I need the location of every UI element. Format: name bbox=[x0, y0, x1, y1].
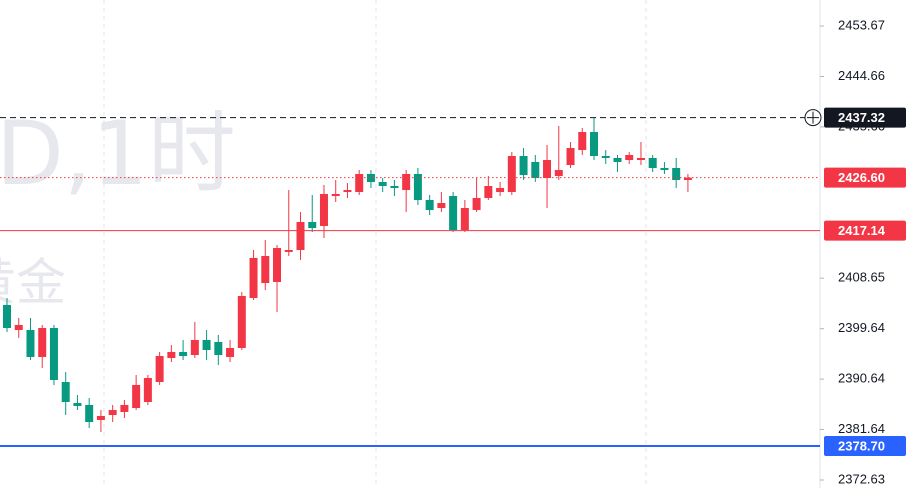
crosshair-icon bbox=[807, 111, 819, 124]
watermark-name: 黄金 bbox=[0, 254, 66, 312]
candle-body bbox=[26, 330, 35, 357]
candle-body bbox=[155, 356, 164, 383]
y-tick-label: 2399.64 bbox=[838, 320, 885, 335]
candle-body bbox=[472, 197, 481, 211]
price-badge bbox=[824, 167, 906, 188]
candle-body bbox=[308, 222, 317, 229]
candle-body bbox=[566, 148, 575, 165]
candle-body bbox=[378, 182, 387, 186]
candle-body bbox=[296, 222, 305, 251]
candle-body bbox=[120, 404, 129, 412]
watermark-symbol: D,1时 bbox=[0, 102, 236, 205]
price-badge-label: 2437.32 bbox=[838, 110, 885, 125]
y-tick-label: 2444.66 bbox=[838, 68, 885, 83]
candle-body bbox=[261, 256, 270, 284]
y-tick-label: 2372.63 bbox=[838, 471, 885, 486]
candle-body bbox=[543, 159, 552, 178]
candle-body bbox=[437, 203, 446, 209]
candle-body bbox=[319, 194, 328, 226]
candle-body bbox=[14, 324, 23, 331]
candle-body bbox=[143, 377, 152, 403]
candle-body bbox=[202, 339, 211, 351]
candle-body bbox=[214, 342, 223, 356]
candle-body bbox=[343, 190, 352, 192]
candle-body bbox=[331, 194, 340, 197]
price-badge bbox=[824, 220, 906, 241]
candle-body bbox=[554, 170, 563, 177]
candle-body bbox=[284, 250, 293, 252]
candle-body bbox=[390, 185, 399, 189]
candle-body bbox=[578, 131, 587, 151]
candle-body bbox=[38, 328, 47, 357]
candle-body bbox=[179, 351, 188, 357]
candle-body bbox=[601, 156, 610, 158]
candle-body bbox=[273, 248, 282, 283]
y-tick-label: 2390.64 bbox=[838, 371, 885, 386]
price-badge-label: 2417.14 bbox=[838, 223, 886, 238]
time-grid bbox=[103, 0, 647, 488]
candle-body bbox=[3, 304, 11, 329]
y-tick-label: 2381.64 bbox=[838, 421, 885, 436]
candle-body bbox=[425, 199, 434, 211]
price-badge-label: 2426.60 bbox=[838, 170, 885, 185]
candle-body bbox=[660, 168, 669, 171]
y-tick-label: 2408.65 bbox=[838, 270, 885, 285]
candle-body bbox=[402, 174, 411, 191]
candle-body bbox=[108, 410, 117, 416]
candle-body bbox=[496, 188, 505, 192]
price-badge bbox=[824, 107, 906, 128]
candle-body bbox=[132, 384, 141, 409]
candle-body bbox=[507, 156, 516, 192]
candle-body bbox=[237, 296, 246, 349]
candle-body bbox=[613, 157, 622, 163]
candle-body bbox=[167, 351, 176, 358]
price-badge-label: 2378.70 bbox=[838, 438, 885, 453]
candle-body bbox=[460, 208, 469, 231]
candle-body bbox=[672, 168, 681, 180]
candle-body bbox=[519, 156, 528, 176]
candle-body bbox=[96, 416, 105, 420]
candle-body bbox=[73, 403, 82, 406]
candle-body bbox=[49, 328, 58, 380]
price-badge bbox=[824, 435, 906, 456]
candle-body bbox=[61, 382, 70, 403]
candle-body bbox=[413, 174, 422, 200]
candle-body bbox=[484, 185, 493, 198]
candle-body bbox=[648, 157, 657, 169]
candle-body bbox=[531, 162, 540, 178]
candle-body bbox=[590, 131, 598, 157]
candle-body bbox=[449, 196, 458, 231]
candle-body bbox=[249, 257, 258, 298]
candle-body bbox=[683, 177, 692, 180]
candle-body bbox=[355, 174, 364, 192]
candle-body bbox=[625, 155, 634, 160]
candle-body bbox=[85, 404, 94, 423]
candle-body bbox=[226, 348, 235, 357]
candle-body bbox=[366, 174, 375, 183]
candle-body bbox=[190, 339, 199, 356]
y-tick-label: 2453.67 bbox=[838, 17, 885, 32]
candle-body bbox=[636, 157, 645, 160]
